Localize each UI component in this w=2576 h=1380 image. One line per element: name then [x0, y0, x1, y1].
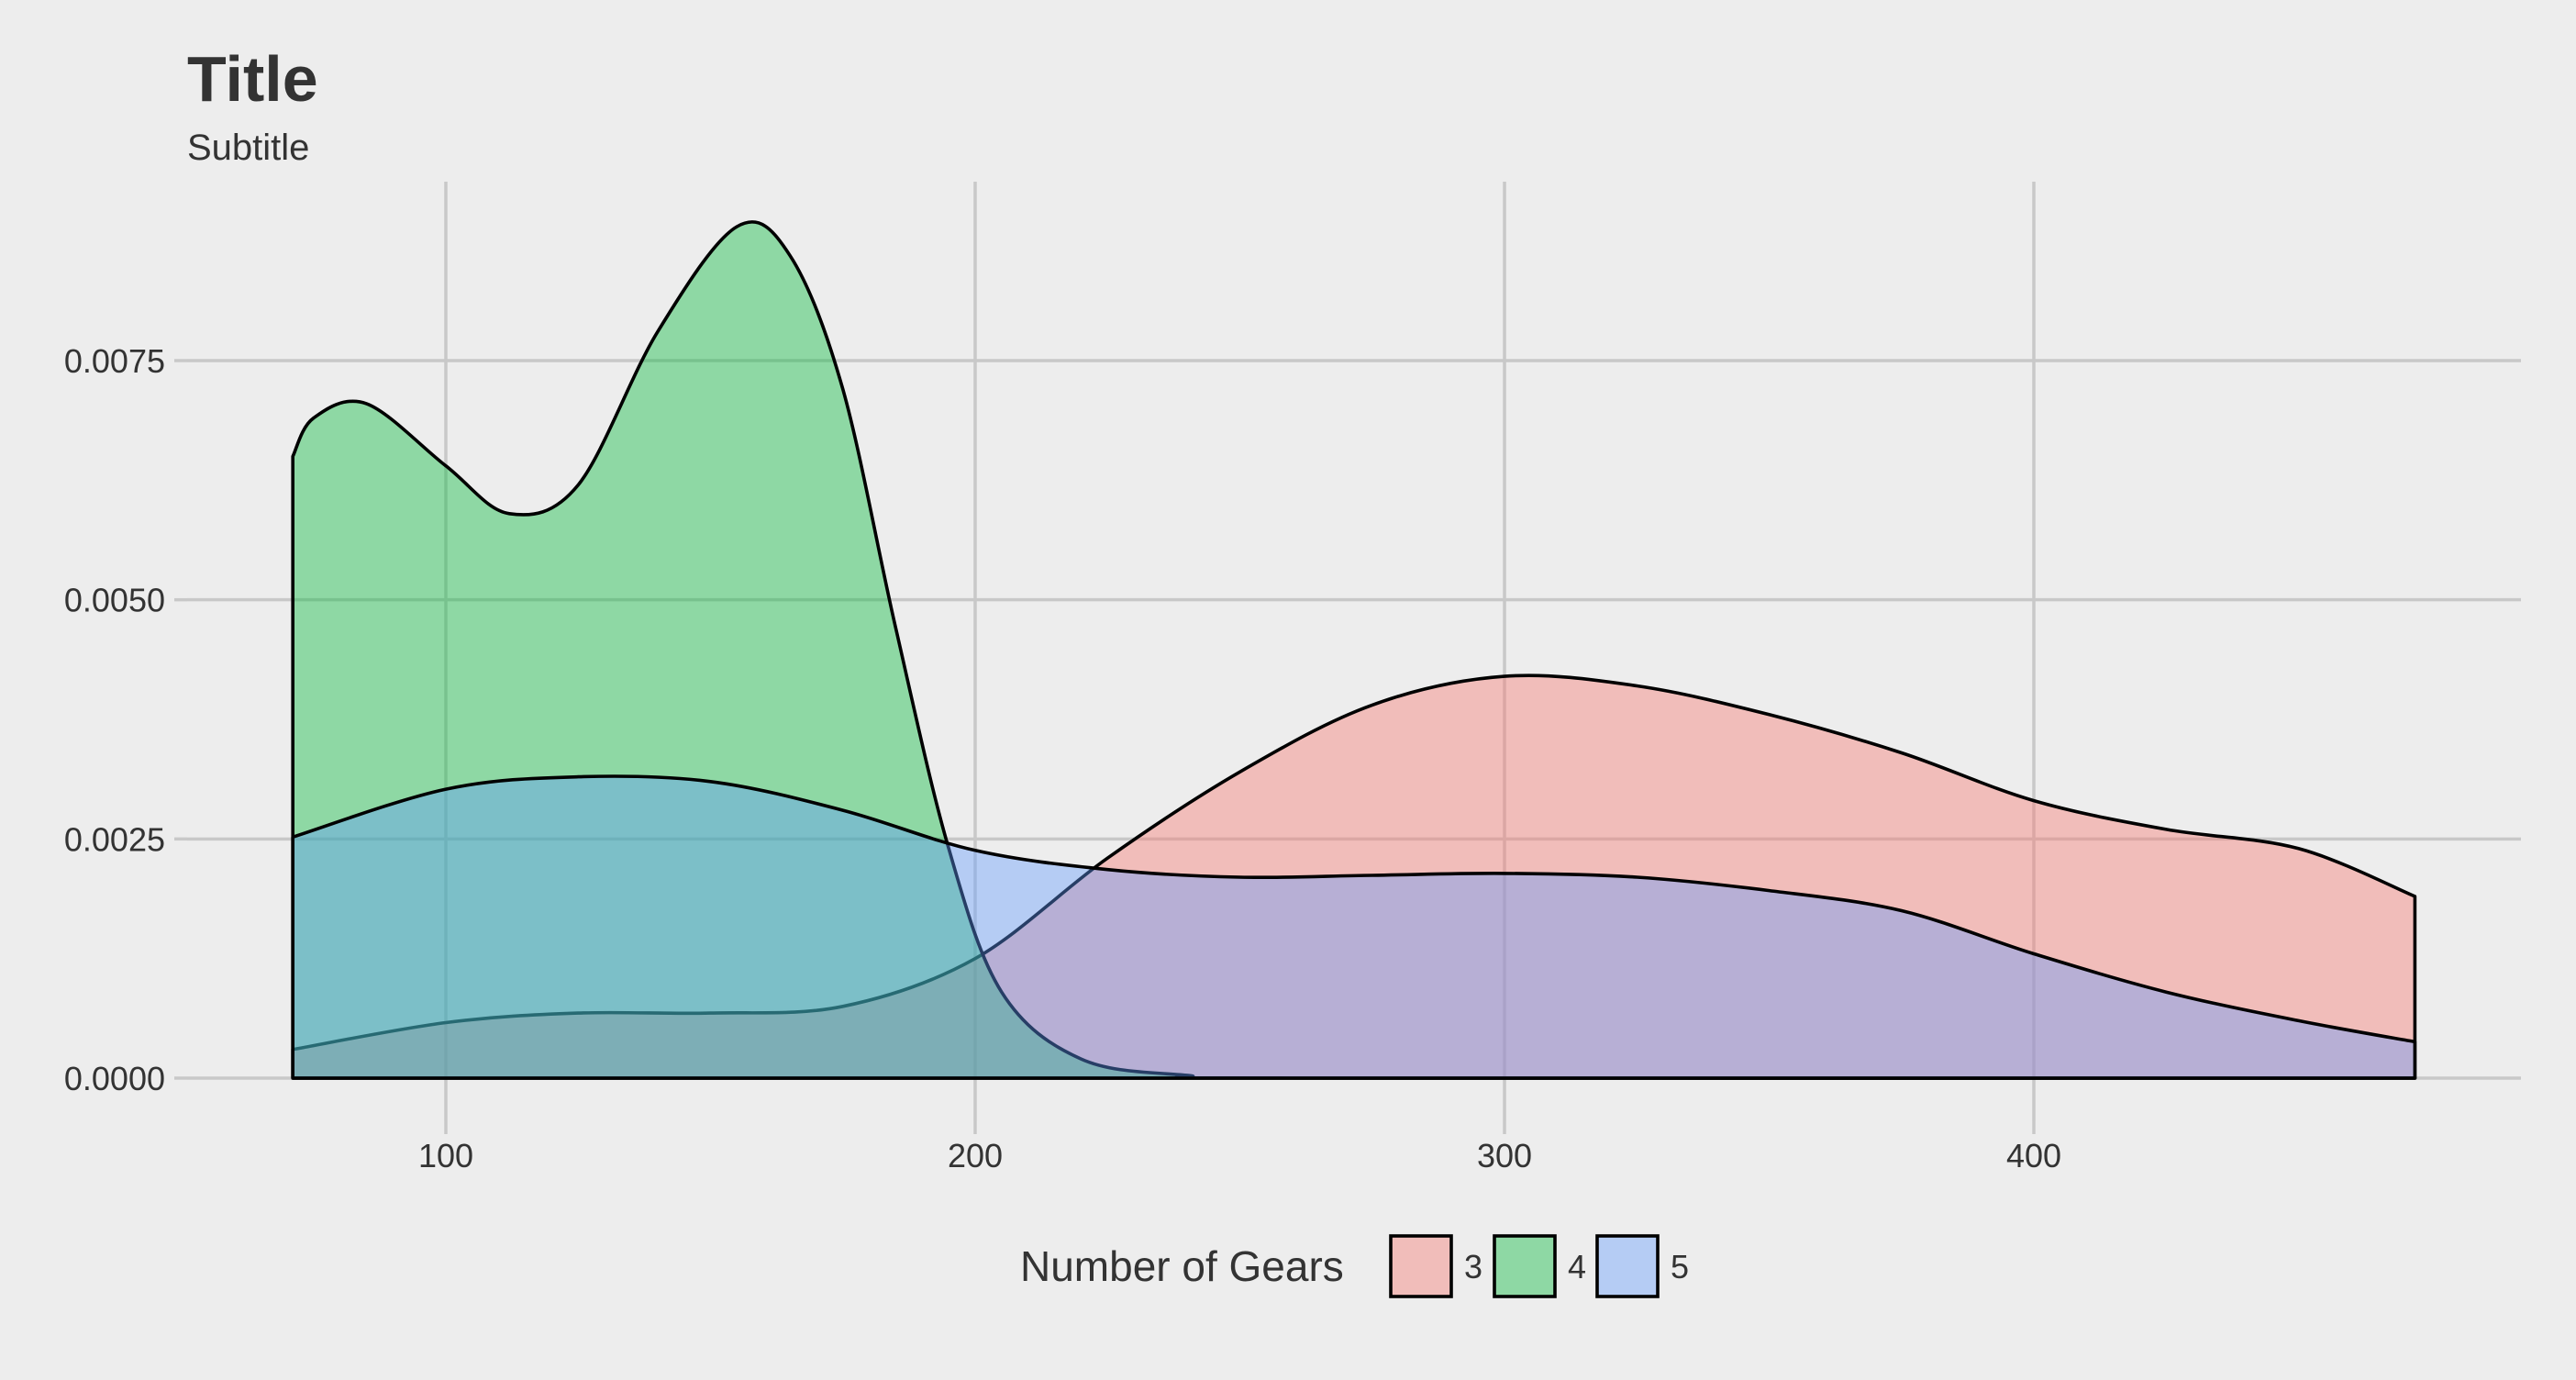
legend-key-gear-3 — [1389, 1234, 1453, 1298]
axis-layer: 0.0000 0.0025 0.0050 0.0075 100 200 300 400 — [64, 342, 2061, 1174]
legend-key-gear-5 — [1595, 1234, 1660, 1298]
chart-title: Title — [187, 43, 318, 115]
legend-title: Number of Gears — [1020, 1242, 1344, 1290]
legend-label-gear-5: 5 — [1671, 1248, 1689, 1285]
x-tick-label: 200 — [948, 1137, 1003, 1174]
y-tick-label: 0.0025 — [64, 820, 165, 858]
legend-label-gear-3: 3 — [1464, 1248, 1482, 1285]
series-layer — [291, 220, 2417, 1081]
x-tick-label: 300 — [1477, 1137, 1532, 1174]
legend-label-gear-4: 4 — [1568, 1248, 1586, 1285]
y-tick-label: 0.0075 — [64, 342, 165, 380]
y-tick-label: 0.0050 — [64, 582, 165, 619]
y-tick-label: 0.0000 — [64, 1060, 165, 1097]
x-tick-label: 100 — [418, 1137, 473, 1174]
x-tick-label: 400 — [2006, 1137, 2061, 1174]
density-area-gear-5 — [291, 774, 2417, 1080]
chart-subtitle: Subtitle — [187, 128, 309, 168]
legend: Number of Gears 3 4 5 — [1020, 1234, 1689, 1298]
legend-key-gear-4 — [1493, 1234, 1557, 1298]
